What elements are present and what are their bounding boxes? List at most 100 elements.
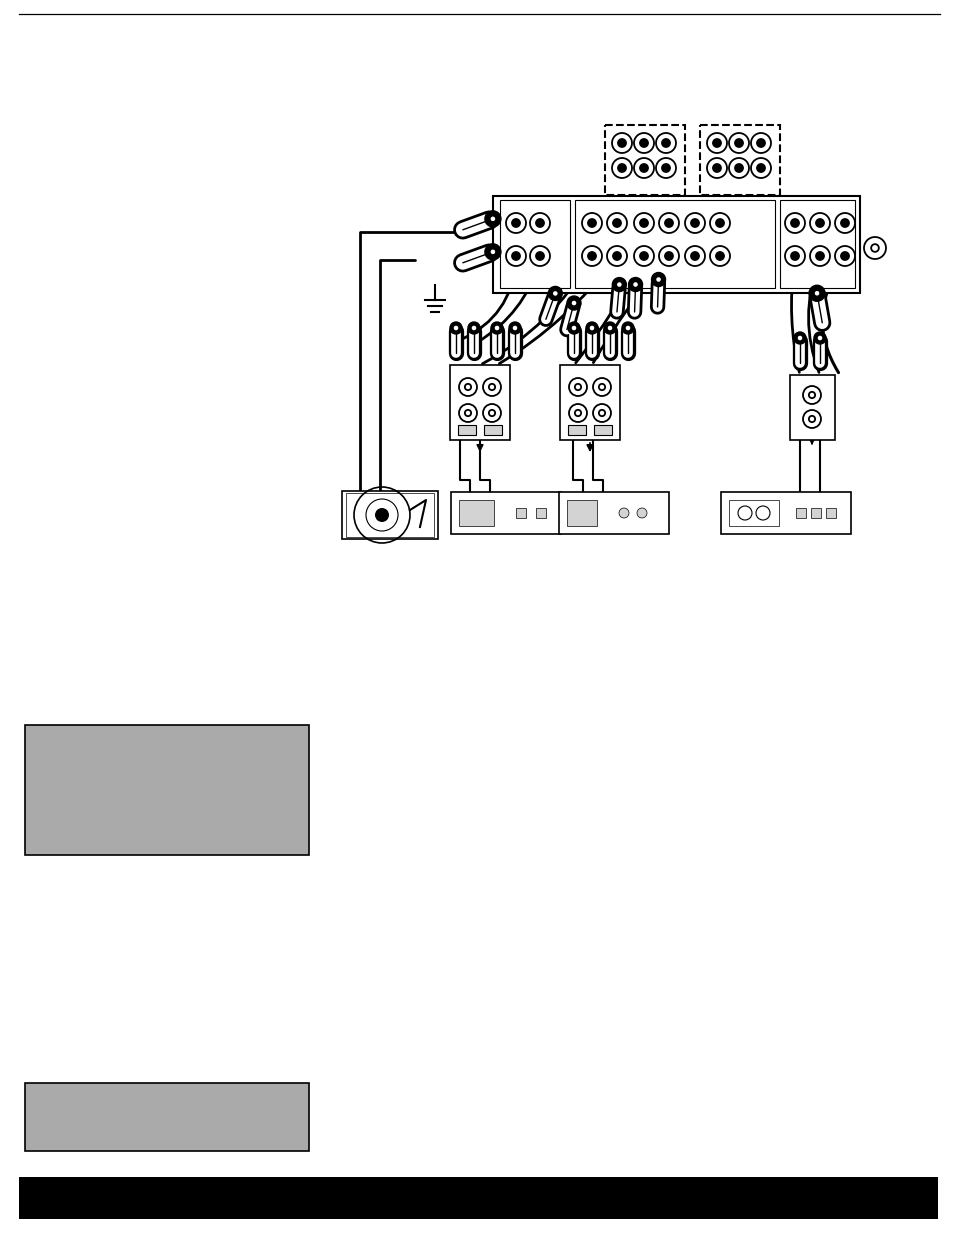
Bar — [604, 125, 684, 195]
Circle shape — [375, 508, 389, 522]
Bar — [536, 508, 545, 517]
Bar — [594, 425, 612, 435]
Bar — [25, 725, 309, 855]
Bar — [25, 1083, 309, 1151]
Circle shape — [637, 508, 646, 517]
Circle shape — [690, 219, 699, 227]
Circle shape — [661, 138, 670, 147]
Bar — [810, 508, 821, 517]
Circle shape — [815, 219, 823, 227]
Circle shape — [815, 252, 823, 261]
Circle shape — [813, 332, 825, 345]
Circle shape — [512, 325, 517, 331]
Circle shape — [509, 322, 520, 333]
Bar — [789, 375, 834, 440]
Circle shape — [808, 285, 824, 301]
Circle shape — [712, 138, 720, 147]
Circle shape — [612, 278, 626, 291]
Circle shape — [567, 322, 579, 333]
Bar — [346, 493, 434, 537]
Bar — [825, 508, 835, 517]
Bar — [493, 196, 859, 293]
Circle shape — [453, 325, 458, 331]
Circle shape — [715, 219, 723, 227]
Circle shape — [624, 325, 630, 331]
Circle shape — [793, 332, 805, 345]
Bar — [720, 492, 850, 534]
Circle shape — [756, 138, 764, 147]
Circle shape — [450, 322, 461, 333]
Circle shape — [712, 164, 720, 172]
Circle shape — [548, 287, 561, 300]
Bar — [341, 492, 437, 538]
Circle shape — [612, 252, 620, 261]
Circle shape — [790, 252, 799, 261]
Circle shape — [651, 273, 665, 287]
Circle shape — [468, 322, 479, 333]
Circle shape — [471, 325, 476, 331]
Circle shape — [491, 322, 502, 333]
Circle shape — [612, 219, 620, 227]
Circle shape — [490, 248, 496, 254]
Circle shape — [490, 216, 496, 222]
Circle shape — [587, 219, 596, 227]
Circle shape — [813, 290, 820, 296]
Circle shape — [790, 219, 799, 227]
Circle shape — [566, 296, 580, 310]
Bar — [567, 425, 585, 435]
Circle shape — [661, 164, 670, 172]
Bar — [499, 200, 569, 288]
Circle shape — [664, 219, 673, 227]
Circle shape — [603, 322, 616, 333]
Bar — [450, 366, 510, 440]
Circle shape — [628, 278, 642, 291]
Bar — [516, 508, 525, 517]
Bar — [728, 500, 779, 526]
Bar — [700, 125, 780, 195]
Circle shape — [664, 252, 673, 261]
Bar — [19, 1177, 937, 1219]
Circle shape — [734, 164, 742, 172]
Bar — [458, 500, 494, 526]
Circle shape — [618, 164, 625, 172]
Circle shape — [639, 164, 647, 172]
Circle shape — [734, 138, 742, 147]
Circle shape — [618, 508, 628, 517]
Circle shape — [715, 252, 723, 261]
Circle shape — [484, 243, 500, 259]
Bar — [558, 492, 668, 534]
Circle shape — [536, 252, 543, 261]
Bar — [780, 200, 854, 288]
Circle shape — [840, 219, 848, 227]
Circle shape — [639, 219, 647, 227]
Circle shape — [511, 219, 519, 227]
Circle shape — [840, 252, 848, 261]
Circle shape — [655, 277, 660, 283]
Circle shape — [632, 282, 638, 288]
Circle shape — [621, 322, 634, 333]
Circle shape — [690, 252, 699, 261]
Circle shape — [587, 252, 596, 261]
Circle shape — [571, 300, 577, 306]
Circle shape — [639, 138, 647, 147]
Circle shape — [756, 164, 764, 172]
Circle shape — [816, 335, 822, 341]
Circle shape — [606, 325, 613, 331]
Bar — [451, 492, 560, 534]
Bar — [483, 425, 501, 435]
Circle shape — [618, 138, 625, 147]
Bar — [575, 200, 774, 288]
Bar — [566, 500, 597, 526]
Circle shape — [616, 282, 621, 288]
Bar — [457, 425, 476, 435]
Circle shape — [511, 252, 519, 261]
Circle shape — [585, 322, 598, 333]
Circle shape — [494, 325, 499, 331]
Circle shape — [571, 325, 577, 331]
Circle shape — [588, 325, 595, 331]
Bar — [795, 508, 805, 517]
Circle shape — [552, 290, 558, 296]
Circle shape — [536, 219, 543, 227]
Circle shape — [639, 252, 647, 261]
Bar — [559, 366, 619, 440]
